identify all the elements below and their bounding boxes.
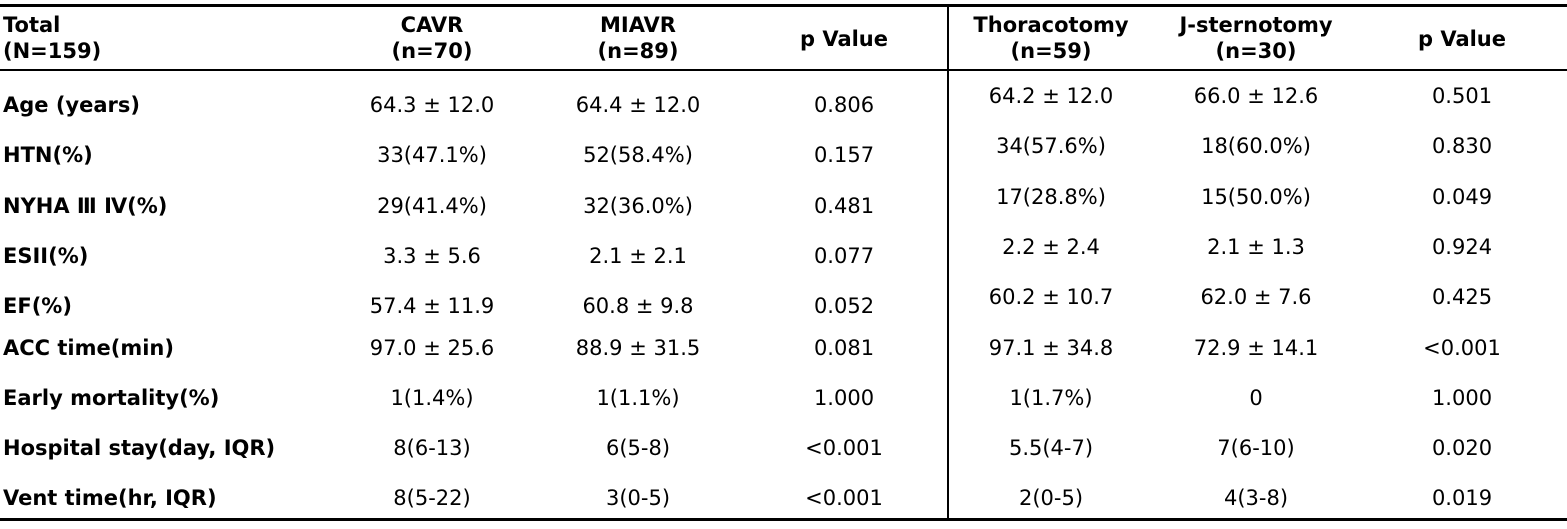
- cell-p2-vent-time: 0.019: [1431, 486, 1493, 510]
- cell-miavr-ef: 60.8 ± 9.8: [582, 294, 694, 318]
- row-label-esii: ESII(%): [3, 244, 89, 268]
- cell-p1-htn: 0.157: [813, 143, 875, 167]
- cell-p1-nyha: 0.481: [813, 194, 875, 218]
- header-miavr: MIAVR (n=89): [598, 12, 679, 64]
- header-thoracotomy-line2: (n=59): [1010, 39, 1092, 63]
- cell-jst-ef: 62.0 ± 7.6: [1200, 285, 1312, 309]
- cell-p2-nyha: 0.049: [1431, 185, 1493, 209]
- cell-jst-age: 66.0 ± 12.6: [1193, 84, 1319, 108]
- cell-miavr-htn: 52(58.4%): [583, 143, 693, 167]
- cell-p2-esii: 0.924: [1431, 235, 1493, 259]
- cell-cavr-esii: 3.3 ± 5.6: [383, 244, 481, 268]
- row-label-vent-time: Vent time(hr, IQR): [3, 486, 217, 510]
- cell-thor-ef: 60.2 ± 10.7: [988, 285, 1114, 309]
- cell-p1-early-mortality: 1.000: [813, 386, 875, 410]
- cell-p2-hospital-stay: 0.020: [1431, 436, 1493, 460]
- cell-cavr-early-mortality: 1(1.4%): [390, 386, 474, 410]
- header-j-sternotomy-line2: (n=30): [1215, 39, 1297, 63]
- cell-cavr-acc-time: 97.0 ± 25.6: [369, 336, 495, 360]
- header-total: Total (N=159): [3, 12, 101, 64]
- cell-jst-vent-time: 4(3-8): [1223, 486, 1289, 510]
- header-total-line1: Total: [3, 13, 61, 37]
- header-p-value-2: p Value: [1417, 27, 1507, 51]
- header-cavr: CAVR (n=70): [392, 12, 473, 64]
- header-j-sternotomy-line1: J-sternotomy: [1179, 13, 1333, 37]
- cell-thor-hospital-stay: 5.5(4-7): [1008, 436, 1094, 460]
- header-cavr-line1: CAVR: [400, 13, 464, 37]
- cell-cavr-nyha: 29(41.4%): [377, 194, 487, 218]
- cell-miavr-esii: 2.1 ± 2.1: [589, 244, 687, 268]
- cell-miavr-vent-time: 3(0-5): [605, 486, 671, 510]
- cell-p1-vent-time: <0.001: [805, 486, 883, 510]
- row-label-htn: HTN(%): [3, 143, 93, 167]
- cell-thor-htn: 34(57.6%): [996, 134, 1106, 158]
- header-total-line2: (N=159): [3, 39, 102, 63]
- cell-p2-age: 0.501: [1431, 84, 1493, 108]
- header-miavr-line1: MIAVR: [600, 13, 676, 37]
- cell-p2-acc-time: <0.001: [1423, 336, 1501, 360]
- cell-jst-nyha: 15(50.0%): [1201, 185, 1311, 209]
- header-thoracotomy: Thoracotomy (n=59): [973, 12, 1128, 64]
- cell-miavr-nyha: 32(36.0%): [583, 194, 693, 218]
- cell-cavr-htn: 33(47.1%): [377, 143, 487, 167]
- group-divider: [947, 7, 949, 518]
- cell-cavr-ef: 57.4 ± 11.9: [369, 294, 495, 318]
- cell-jst-htn: 18(60.0%): [1201, 134, 1311, 158]
- cell-cavr-age: 64.3 ± 12.0: [369, 93, 495, 117]
- row-label-early-mortality: Early mortality(%): [3, 386, 220, 410]
- cell-thor-early-mortality: 1(1.7%): [1009, 386, 1093, 410]
- cell-cavr-hospital-stay: 8(6-13): [393, 436, 471, 460]
- cell-jst-hospital-stay: 7(6-10): [1217, 436, 1295, 460]
- cell-thor-acc-time: 97.1 ± 34.8: [988, 336, 1114, 360]
- table-bottom-rule: [0, 518, 1567, 521]
- cell-p1-esii: 0.077: [813, 244, 875, 268]
- cell-p2-ef: 0.425: [1431, 285, 1493, 309]
- cell-thor-esii: 2.2 ± 2.4: [1002, 235, 1100, 259]
- cell-miavr-age: 64.4 ± 12.0: [575, 93, 701, 117]
- row-label-nyha: NYHA Ⅲ Ⅳ(%): [3, 194, 168, 218]
- row-label-age: Age (years): [3, 93, 140, 117]
- table-top-rule: [0, 4, 1567, 7]
- cell-miavr-hospital-stay: 6(5-8): [605, 436, 671, 460]
- cell-p1-ef: 0.052: [813, 294, 875, 318]
- cell-jst-acc-time: 72.9 ± 14.1: [1193, 336, 1319, 360]
- header-miavr-line2: (n=89): [597, 39, 679, 63]
- row-label-acc-time: ACC time(min): [3, 336, 174, 360]
- cell-miavr-acc-time: 88.9 ± 31.5: [575, 336, 701, 360]
- header-p-value-1: p Value: [799, 27, 889, 51]
- cell-p1-acc-time: 0.081: [813, 336, 875, 360]
- cell-thor-age: 64.2 ± 12.0: [988, 84, 1114, 108]
- cell-jst-esii: 2.1 ± 1.3: [1207, 235, 1305, 259]
- table-header-rule: [0, 69, 1567, 71]
- header-j-sternotomy: J-sternotomy (n=30): [1179, 12, 1332, 64]
- row-label-hospital-stay: Hospital stay(day, IQR): [3, 436, 276, 460]
- cell-cavr-vent-time: 8(5-22): [393, 486, 471, 510]
- cell-p2-early-mortality: 1.000: [1431, 386, 1493, 410]
- header-cavr-line2: (n=70): [391, 39, 473, 63]
- cell-p1-hospital-stay: <0.001: [805, 436, 883, 460]
- cell-p1-age: 0.806: [813, 93, 875, 117]
- cell-p2-htn: 0.830: [1431, 134, 1493, 158]
- header-thoracotomy-line1: Thoracotomy: [973, 13, 1129, 37]
- cell-thor-nyha: 17(28.8%): [996, 185, 1106, 209]
- cell-thor-vent-time: 2(0-5): [1018, 486, 1084, 510]
- row-label-ef: EF(%): [3, 294, 72, 318]
- cell-jst-early-mortality: 0: [1249, 386, 1263, 410]
- cell-miavr-early-mortality: 1(1.1%): [596, 386, 680, 410]
